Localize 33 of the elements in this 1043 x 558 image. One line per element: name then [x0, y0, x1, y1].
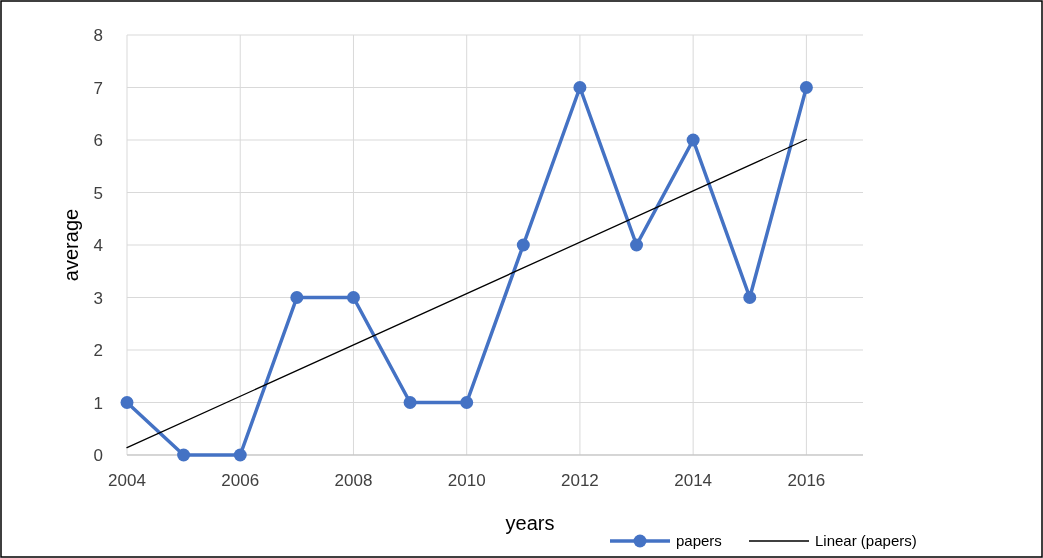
point — [346, 291, 360, 304]
point — [516, 238, 530, 252]
y-tick-label: 1 — [93, 393, 103, 413]
point — [460, 396, 474, 409]
x-tick-label: 2014 — [674, 471, 713, 490]
x-tick-label: 2012 — [561, 471, 599, 490]
point — [686, 133, 700, 147]
x-tick-label: 2004 — [108, 471, 146, 490]
y-tick-label: 8 — [93, 26, 103, 45]
x-axis-title: years — [505, 512, 555, 534]
point — [177, 448, 191, 462]
legend-label: Linear (papers) — [815, 532, 917, 549]
y-axis-title: average — [60, 208, 82, 282]
point — [630, 238, 644, 252]
y-tick-label: 5 — [93, 183, 103, 203]
y-tick-label: 6 — [93, 131, 103, 150]
y-tick-label: 3 — [93, 288, 103, 308]
point — [799, 81, 813, 94]
x-tick-label: 2008 — [334, 471, 373, 490]
point — [403, 396, 417, 409]
legend-label: papers — [676, 532, 722, 549]
point — [233, 448, 247, 462]
point — [743, 291, 757, 304]
y-tick-label: 2 — [93, 341, 103, 360]
x-tick-label: 2010 — [447, 471, 486, 490]
y-tick-label: 0 — [93, 446, 103, 465]
point — [120, 396, 134, 409]
point — [573, 81, 587, 94]
x-tick-label: 2006 — [221, 471, 260, 490]
y-tick-label: 7 — [93, 78, 103, 98]
point — [290, 291, 304, 304]
x-tick-label: 2016 — [787, 471, 826, 490]
y-tick-label: 4 — [93, 236, 103, 255]
